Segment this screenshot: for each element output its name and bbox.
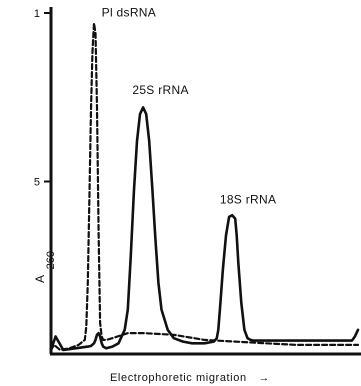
peak-label-0: Pl dsRNA [102,5,156,19]
peak-label-1: 25S rRNA [132,83,188,97]
x-axis-label: Electrophoretic migration → [110,372,270,384]
y-ticks-group: 15 [34,8,51,189]
x-axis-arrow: → [258,372,270,384]
y-tick-label-0: 1 [34,8,40,20]
y-tick-label-1: 5 [34,177,40,189]
y-axis-label: A 260 [33,251,57,283]
peak-label-2: 18S rRNA [220,192,276,206]
series-group [49,22,360,352]
annotations-group: Pl dsRNA 25S rRNA 18S rRNA [102,5,276,206]
x-axis-label-text: Electrophoretic migration [110,372,247,384]
y-axis-label-subscript: 260 [45,251,57,269]
series-line-solid-0 [49,106,360,352]
series-line-dashed-1 [49,22,360,352]
y-axis-label-main: A [33,275,47,283]
